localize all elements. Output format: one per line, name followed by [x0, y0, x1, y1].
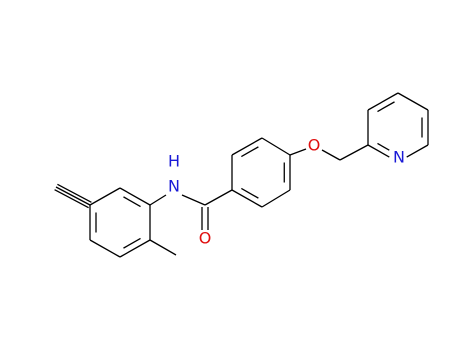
- bond: [406, 144, 429, 158]
- bond: [149, 194, 167, 206]
- bond: [89, 187, 121, 206]
- bond: [181, 194, 206, 206]
- bond: [339, 144, 369, 161]
- bond: [367, 92, 399, 111]
- bond: [321, 149, 341, 161]
- bond: [231, 189, 263, 208]
- bond: [397, 92, 429, 111]
- bond: [149, 239, 177, 256]
- bond: [89, 239, 121, 258]
- bond: [289, 148, 307, 156]
- bond: [123, 196, 141, 208]
- bond: [123, 237, 141, 249]
- bonds: [54, 92, 429, 258]
- bond: [204, 189, 233, 206]
- atom-label: N: [168, 177, 180, 196]
- bond: [55, 186, 91, 206]
- bond: [57, 183, 92, 203]
- bond: [54, 189, 89, 209]
- bond: [231, 137, 263, 156]
- bond: [377, 101, 395, 113]
- bond: [119, 187, 151, 206]
- bond: [367, 144, 390, 158]
- bond: [119, 239, 151, 258]
- bond: [377, 142, 390, 151]
- atom-label: H: [168, 152, 180, 171]
- bond: [261, 137, 291, 156]
- atom-label: N: [393, 148, 405, 167]
- bond: [261, 189, 291, 208]
- bond: [241, 146, 259, 158]
- atom-label: O: [308, 136, 321, 155]
- atom-label: O: [199, 229, 212, 248]
- bond: [241, 187, 259, 199]
